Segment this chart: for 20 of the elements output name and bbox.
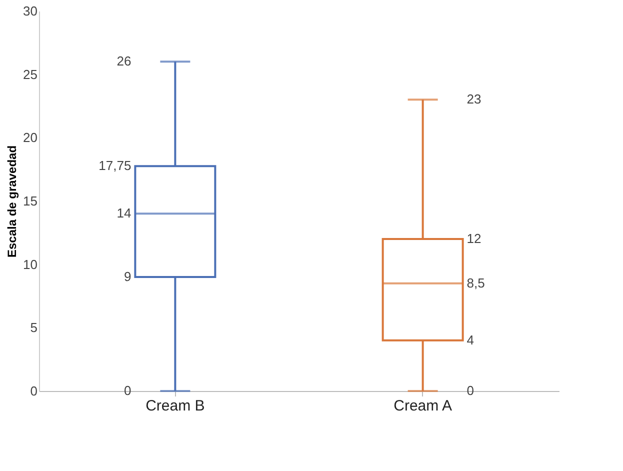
y-tick-label: 15: [23, 194, 38, 208]
y-tick-label: 5: [30, 320, 38, 336]
text: 12: [466, 231, 482, 246]
y-tick-label: 25: [23, 66, 38, 82]
text: 23: [466, 92, 482, 107]
y-tick-label: 10: [23, 256, 38, 272]
text: 4: [466, 332, 474, 348]
text: 8,5: [466, 275, 485, 290]
y-tick-label: 0: [30, 384, 38, 398]
text: 14: [116, 206, 132, 221]
y-tick-label: 20: [23, 130, 38, 146]
text: 26: [116, 54, 132, 69]
text: 9: [124, 269, 132, 284]
x-tick-label: Cream A: [394, 398, 452, 414]
text: 17,75: [98, 158, 132, 174]
y-axis-title: Escala de gravedad: [5, 145, 20, 258]
text: 0: [124, 383, 132, 398]
x-tick-label: Cream B: [146, 398, 205, 414]
y-tick-label: 30: [23, 4, 38, 18]
text: 0: [466, 383, 474, 398]
